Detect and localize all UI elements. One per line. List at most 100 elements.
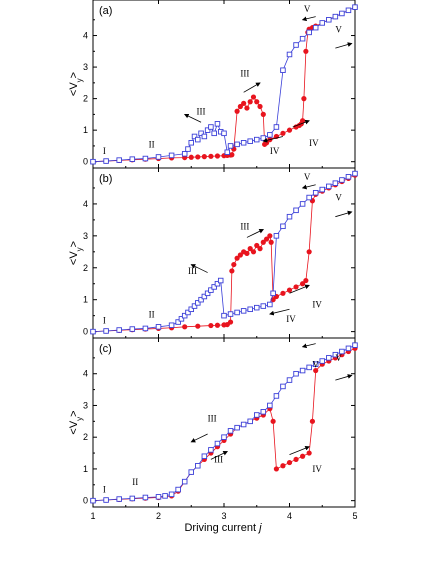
data-point (326, 17, 332, 23)
data-point (260, 239, 266, 245)
data-point (306, 249, 312, 255)
data-point (300, 118, 306, 124)
data-point (270, 290, 276, 297)
data-point (301, 96, 307, 102)
data-point (227, 311, 234, 317)
y-tick-label: 0 (83, 157, 88, 167)
regime-label: V (335, 353, 342, 363)
y-tick-label: 4 (83, 369, 88, 379)
data-point (273, 466, 279, 472)
data-point (221, 312, 227, 319)
data-point (345, 174, 352, 180)
data-point (155, 154, 162, 160)
data-point (188, 469, 194, 475)
sweep-arrow (335, 210, 353, 218)
data-point (168, 152, 175, 159)
data-point (260, 111, 266, 117)
data-point (273, 233, 280, 239)
regime-label: II (132, 477, 138, 487)
data-point (227, 428, 234, 434)
y-tick-label: 3 (83, 231, 88, 241)
regime-label: V (312, 359, 319, 369)
x-tick-label: 3 (221, 511, 226, 521)
sweep-arrow (243, 82, 261, 93)
x-tick-label: 1 (90, 511, 95, 521)
data-point (201, 154, 207, 160)
data-point (240, 140, 247, 146)
y-tick-label: 0 (83, 496, 88, 506)
data-point (116, 327, 122, 333)
data-point (175, 486, 181, 493)
data-point (273, 393, 280, 399)
data-point (286, 127, 293, 133)
data-point (201, 453, 208, 459)
data-point (221, 130, 227, 137)
data-point (142, 325, 149, 332)
data-point (208, 124, 214, 130)
data-point (198, 296, 204, 303)
data-point (286, 377, 293, 383)
y-tick-label: 3 (83, 400, 88, 410)
sweep-arrow (289, 445, 310, 456)
data-point (195, 300, 201, 306)
data-point (188, 140, 194, 146)
data-point (293, 370, 299, 377)
x-tick-label: 4 (287, 511, 292, 521)
data-point (116, 496, 122, 502)
y-tick-label: 4 (83, 31, 88, 41)
data-point (326, 355, 332, 361)
data-point (155, 324, 162, 330)
regime-label: III (208, 413, 217, 423)
data-point (155, 494, 162, 500)
data-point (198, 130, 204, 137)
data-point (227, 319, 234, 325)
data-point (182, 324, 188, 330)
data-point (300, 281, 306, 287)
regime-label: III (240, 221, 249, 231)
data-point (214, 322, 221, 328)
sweep-arrow (292, 119, 310, 128)
data-point (201, 133, 208, 140)
data-point (188, 154, 194, 160)
y-tick-label: 4 (83, 199, 88, 209)
data-point (293, 456, 299, 463)
data-point (270, 418, 276, 424)
regime-label: II (149, 309, 155, 319)
data-point (280, 463, 286, 469)
data-point (267, 132, 273, 138)
data-point (332, 351, 339, 358)
data-point (247, 246, 253, 252)
data-point (339, 177, 345, 183)
data-point (188, 306, 194, 313)
x-tick-label: 2 (156, 511, 161, 521)
data-point (181, 151, 188, 157)
data-point (273, 124, 280, 130)
data-point (204, 290, 211, 297)
data-point (247, 418, 253, 425)
data-point (306, 29, 312, 36)
data-point (90, 158, 96, 165)
data-point (204, 127, 211, 133)
data-point (214, 280, 221, 287)
regime-label: IV (309, 138, 319, 148)
data-point (257, 246, 263, 252)
y-tick-label: 2 (83, 432, 88, 442)
data-point (103, 158, 109, 164)
data-point (208, 287, 214, 293)
data-point (211, 284, 217, 290)
data-point (208, 447, 214, 453)
data-point (214, 121, 221, 127)
data-point (208, 153, 214, 159)
data-point (162, 493, 168, 499)
data-point (267, 301, 273, 308)
data-point (247, 99, 253, 105)
data-point (229, 268, 235, 274)
data-point (247, 306, 253, 313)
data-point (116, 157, 122, 163)
data-point (240, 421, 247, 428)
regime-label: II (149, 140, 155, 150)
data-point (229, 152, 235, 158)
y-tick-label: 1 (83, 125, 88, 135)
